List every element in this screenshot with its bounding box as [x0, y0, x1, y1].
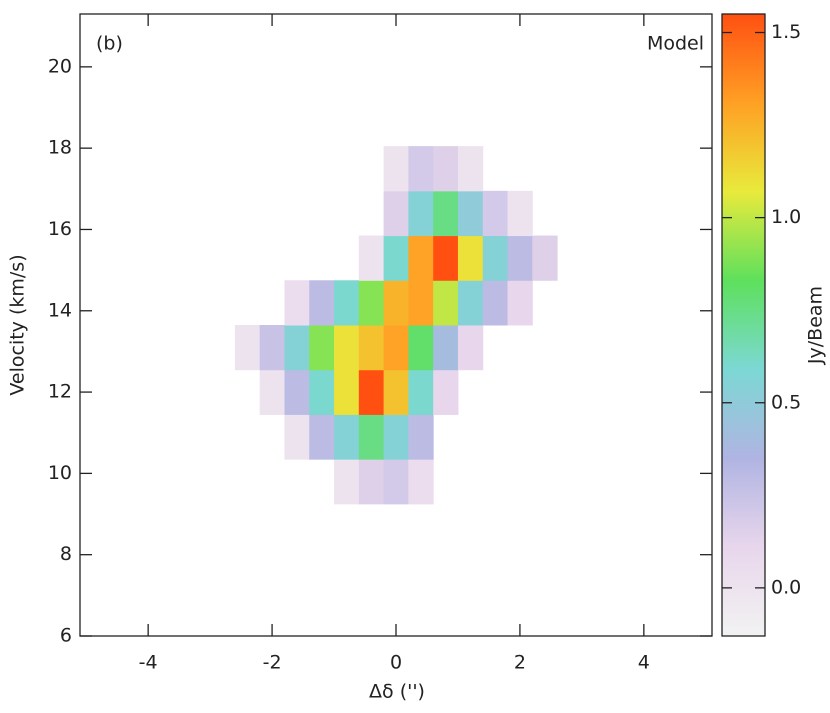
- x-tick-label: 0: [390, 652, 402, 674]
- colorbar-tick-label: 0.5: [771, 391, 801, 413]
- cell: [334, 325, 360, 371]
- cell: [433, 190, 459, 237]
- cell: [383, 369, 409, 415]
- y-tick-label: 18: [48, 137, 72, 159]
- cell: [383, 280, 409, 326]
- cell: [358, 280, 385, 326]
- cell: [383, 190, 409, 237]
- cell: [482, 280, 509, 326]
- cell: [284, 325, 310, 371]
- cell: [408, 369, 434, 415]
- colorbar: [721, 13, 766, 637]
- cell: [457, 235, 484, 281]
- cell: [457, 325, 484, 371]
- cell: [457, 190, 484, 237]
- annotation: Model: [647, 33, 704, 55]
- cell: [507, 280, 533, 326]
- y-tick-label: 12: [48, 381, 72, 403]
- cell: [408, 190, 434, 237]
- cell: [334, 459, 360, 505]
- y-tick-label: 6: [60, 625, 72, 647]
- cell: [309, 414, 335, 460]
- cell: [383, 459, 409, 505]
- cell: [408, 459, 434, 505]
- cell: [408, 235, 434, 281]
- cell: [457, 146, 484, 192]
- cell: [358, 459, 385, 505]
- cell: [383, 235, 409, 281]
- cell: [383, 146, 409, 192]
- heatmap: [234, 146, 558, 505]
- cell: [358, 369, 385, 415]
- y-tick-label: 20: [48, 55, 72, 77]
- cell: [408, 325, 434, 371]
- cell: [358, 235, 385, 281]
- cell: [309, 369, 335, 415]
- cell: [457, 280, 484, 326]
- cell: [234, 325, 261, 371]
- y-axis-label: Velocity (km/s): [7, 254, 29, 395]
- cell: [408, 414, 434, 460]
- cell: [433, 146, 459, 192]
- cell: [358, 414, 385, 460]
- cell: [284, 280, 310, 326]
- cell: [284, 414, 310, 460]
- cell: [433, 235, 459, 281]
- cell: [433, 369, 459, 415]
- cell: [532, 235, 558, 281]
- cell: [482, 190, 509, 237]
- cell: [259, 369, 285, 415]
- cell: [309, 280, 335, 326]
- cell: [408, 280, 434, 326]
- x-tick-label: 2: [514, 652, 526, 674]
- cell: [334, 414, 360, 460]
- y-tick-label: 14: [48, 299, 72, 321]
- x-axis-label: Δδ (''): [369, 681, 425, 703]
- panel-label: (b): [96, 33, 123, 55]
- cell: [383, 325, 409, 371]
- cell: [358, 325, 385, 371]
- colorbar-tick-label: 0.0: [771, 576, 801, 598]
- cell: [507, 190, 533, 237]
- x-tick-label: -4: [139, 652, 158, 674]
- cell: [284, 369, 310, 415]
- y-tick-label: 10: [48, 462, 72, 484]
- colorbar-tick-label: 1.5: [771, 21, 801, 43]
- cell: [408, 146, 434, 192]
- x-tick-label: -2: [263, 652, 282, 674]
- cell: [433, 325, 459, 371]
- colorbar-label: Jy/Beam: [805, 286, 827, 365]
- cell: [334, 369, 360, 415]
- y-tick-label: 8: [60, 543, 72, 565]
- cell: [334, 280, 360, 326]
- cell: [259, 325, 285, 371]
- y-tick-label: 16: [48, 218, 72, 240]
- cell: [433, 280, 459, 326]
- x-tick-label: 4: [638, 652, 650, 674]
- cell: [482, 235, 509, 281]
- cell: [383, 414, 409, 460]
- cell: [507, 235, 533, 281]
- colorbar-tick-label: 1.0: [771, 206, 801, 228]
- cell: [309, 325, 335, 371]
